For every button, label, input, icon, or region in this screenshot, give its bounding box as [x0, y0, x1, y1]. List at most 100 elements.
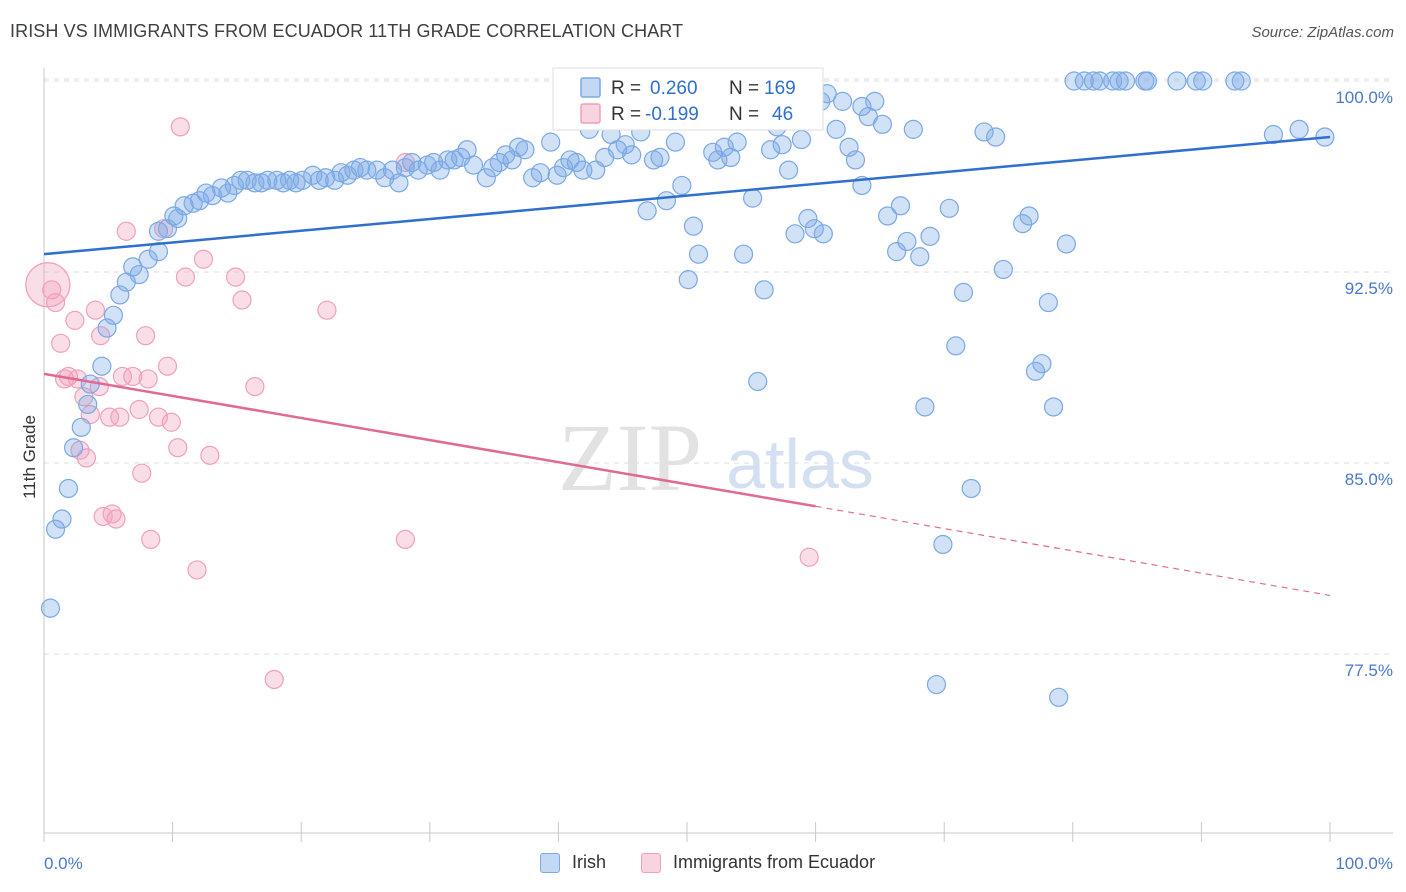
legend-r-value-irish: 0.260	[650, 78, 698, 99]
ecuador-point	[51, 333, 71, 353]
irish-point	[367, 160, 387, 180]
irish-point	[63, 438, 84, 458]
legend-item-ecuador[interactable]: Immigrants from Ecuador	[641, 852, 875, 873]
irish-point	[791, 129, 812, 150]
irish-point	[650, 147, 670, 167]
irish-point	[622, 145, 642, 165]
irish-point	[40, 598, 61, 618]
series-irish-points	[40, 71, 1335, 707]
legend-swatch-irish	[580, 77, 601, 98]
irish-point	[1137, 71, 1157, 91]
legend-r-label-irish: R =	[611, 78, 641, 99]
irish-point	[1043, 397, 1064, 417]
ecuador-point	[141, 529, 161, 550]
irish-point	[357, 160, 377, 180]
irish-point	[1013, 214, 1033, 234]
irish-point	[887, 242, 907, 262]
irish-point	[727, 132, 747, 152]
legend-swatch-irish-bottom	[540, 852, 560, 873]
y-tick-label: 85.0%	[1345, 470, 1393, 489]
irish-point	[920, 226, 940, 246]
irish-point	[1115, 71, 1136, 91]
ecuador-point	[161, 412, 181, 432]
legend-r-label-ecuador: R =	[611, 104, 641, 125]
irish-point	[1186, 71, 1206, 91]
irish-point	[1193, 71, 1213, 91]
irish-point	[1263, 124, 1284, 145]
irish-point	[375, 168, 395, 188]
irish-point	[760, 140, 781, 160]
irish-point	[890, 196, 911, 216]
source-label: Source: ZipAtlas.com	[1251, 24, 1394, 41]
legend-r-value-ecuador: -0.199	[645, 104, 699, 125]
legend-swatch-ecuador	[580, 103, 601, 124]
ecuador-point	[799, 547, 819, 567]
ecuador-point	[317, 300, 337, 320]
ecuador-point	[168, 438, 188, 458]
irish-point	[566, 152, 587, 173]
legend-n-label-ecuador: N =	[729, 104, 759, 125]
irish-point	[754, 280, 774, 300]
ecuador-point	[226, 267, 246, 287]
irish-point	[463, 155, 484, 175]
irish-point	[742, 188, 763, 208]
irish-point	[733, 244, 754, 264]
irish-point	[1231, 71, 1251, 91]
ecuador-point	[157, 356, 178, 376]
watermark-atlas: atlas	[726, 425, 874, 503]
irish-point	[903, 119, 923, 139]
irish-point	[833, 91, 853, 111]
chart-title: IRISH VS IMMIGRANTS FROM ECUADOR 11TH GR…	[10, 21, 684, 41]
y-tick-labels: 77.5% 85.0% 92.5% 100.0%	[1335, 88, 1393, 680]
ecuador-point	[175, 267, 196, 287]
ecuador-point	[123, 366, 143, 387]
ecuador-point	[187, 560, 207, 580]
irish-point	[430, 160, 450, 180]
irish-point	[218, 183, 238, 203]
axes	[43, 68, 1393, 834]
irish-point	[714, 137, 734, 157]
y-tick-label: 77.5%	[1345, 661, 1393, 680]
irish-point	[946, 336, 966, 356]
ecuador-point	[102, 504, 122, 524]
irish-point	[1019, 206, 1039, 226]
x-tick-label-min: 0.0%	[44, 854, 83, 873]
irish-point	[615, 135, 635, 155]
x-tick-label-max: 100.0%	[1335, 854, 1393, 873]
ecuador-point	[193, 249, 214, 269]
irish-point	[672, 175, 692, 196]
irish-point	[92, 356, 112, 376]
irish-point	[58, 478, 79, 499]
ecuador-point	[42, 280, 62, 300]
irish-point	[547, 165, 567, 185]
y-tick-label: 100.0%	[1335, 88, 1393, 107]
irish-point	[798, 208, 818, 229]
irish-point	[845, 150, 866, 170]
irish-point	[408, 160, 428, 180]
legend-label-ecuador: Immigrants from Ecuador	[673, 852, 876, 872]
irish-point	[424, 152, 444, 173]
irish-point	[897, 231, 917, 252]
irish-trend-line	[43, 135, 1331, 256]
irish-point	[665, 132, 686, 152]
irish-point	[1025, 361, 1046, 381]
irish-point	[1167, 71, 1187, 91]
legend-n-label-irish: N =	[729, 78, 759, 99]
irish-point	[772, 135, 792, 155]
ecuador-trend-line-extended	[815, 505, 1331, 597]
irish-point	[826, 119, 846, 139]
irish-point	[878, 206, 898, 226]
ecuador-point	[45, 292, 66, 313]
irish-point	[778, 160, 799, 180]
irish-point	[1064, 71, 1084, 91]
irish-point	[541, 132, 561, 152]
irish-point	[1038, 292, 1058, 313]
irish-point	[993, 259, 1013, 280]
irish-point	[1289, 119, 1309, 139]
legend-item-irish[interactable]: Irish	[540, 852, 606, 873]
ecuador-point	[132, 463, 152, 483]
irish-point	[237, 170, 257, 190]
irish-point	[103, 305, 124, 325]
irish-point	[1032, 354, 1052, 374]
